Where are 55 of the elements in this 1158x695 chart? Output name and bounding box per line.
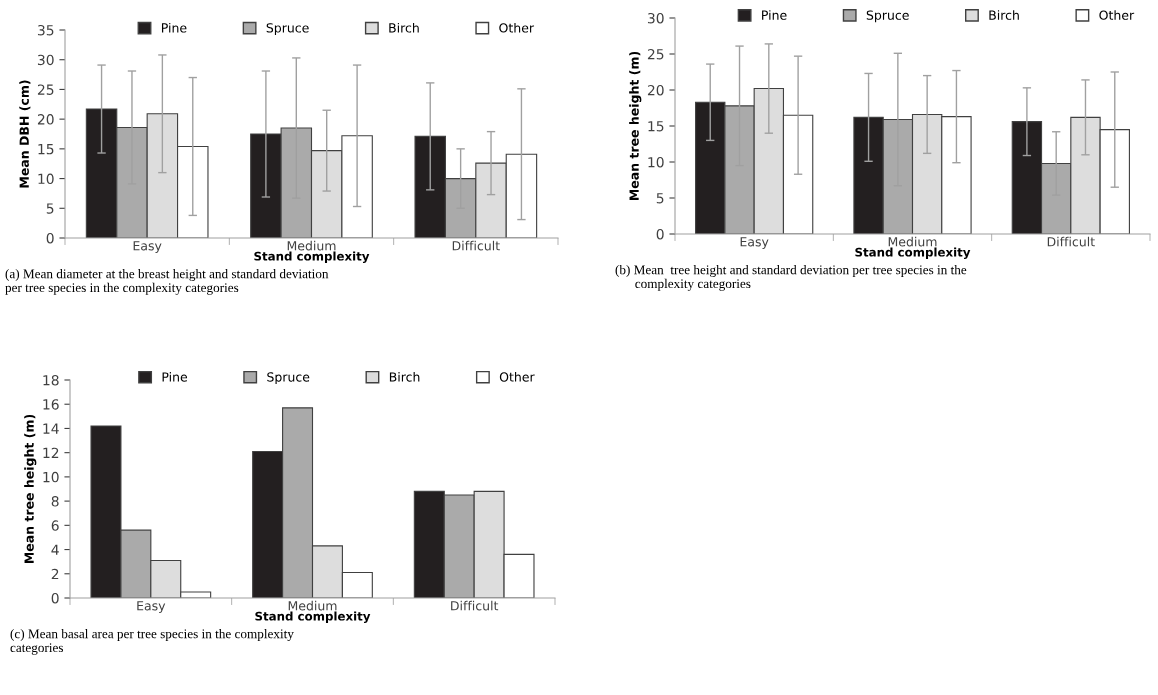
y-tick-label: 12 bbox=[43, 447, 59, 458]
legend-label: Pine bbox=[762, 10, 787, 20]
y-tick-label: 25 bbox=[37, 84, 54, 95]
y-tick-label: 16 bbox=[43, 399, 59, 410]
y-axis-title: Mean tree height (m) bbox=[24, 414, 37, 564]
y-tick-label: 4 bbox=[51, 544, 59, 555]
x-tick-label: Easy bbox=[137, 601, 166, 613]
x-tick-label: Difficult bbox=[451, 600, 499, 611]
legend-label: Other bbox=[499, 372, 535, 382]
y-tick-label: 10 bbox=[38, 173, 54, 185]
x-tick-label: Difficult bbox=[452, 240, 500, 251]
text: (c) Mean basal area per tree species in the complexity categories bbox=[10, 629, 294, 655]
legend-label: Spruce bbox=[866, 10, 909, 23]
x-tick-label: Easy bbox=[133, 241, 162, 253]
legend-label: Birch bbox=[389, 372, 420, 382]
y-tick-label: 5 bbox=[46, 203, 54, 214]
x-axis-title: Stand complexity bbox=[255, 611, 371, 623]
y-axis-title: Mean tree height (m) bbox=[629, 51, 642, 201]
y-tick-label: 20 bbox=[647, 84, 664, 96]
y-tick-label: 18 bbox=[43, 374, 59, 386]
y-tick-label: 2 bbox=[51, 568, 59, 580]
y-tick-label: 15 bbox=[38, 144, 54, 155]
y-tick-label: 6 bbox=[51, 520, 59, 531]
y-tick-label: 0 bbox=[51, 592, 59, 604]
x-axis-title: Stand complexity bbox=[855, 247, 971, 259]
y-tick-label: 14 bbox=[43, 423, 59, 434]
y-tick-label: 5 bbox=[656, 193, 664, 204]
y-tick-label: 8 bbox=[51, 496, 59, 507]
legend-label: Pine bbox=[161, 22, 187, 33]
y-tick-label: 20 bbox=[37, 114, 54, 125]
y-tick-label: 30 bbox=[647, 12, 664, 24]
legend-label: Other bbox=[499, 22, 535, 33]
legend-label: Pine bbox=[162, 372, 188, 382]
x-tick-label: Medium bbox=[288, 600, 337, 611]
y-tick-label: 0 bbox=[46, 232, 54, 244]
y-tick-label: 10 bbox=[648, 156, 664, 168]
y-tick-label: 25 bbox=[647, 48, 664, 60]
x-tick-label: Difficult bbox=[1047, 236, 1095, 247]
text: (a) Mean diameter at the breast height and standard deviation per tree species in the complexity categories bbox=[5, 269, 329, 295]
y-axis-title: Mean DBH (cm) bbox=[19, 80, 31, 188]
legend-label: Other bbox=[1099, 10, 1135, 20]
x-tick-label: Medium bbox=[287, 240, 336, 251]
y-tick-label: 30 bbox=[37, 54, 54, 66]
y-tick-label: 15 bbox=[648, 121, 664, 132]
text: (b) Mean tree height and standard deviation per tree species in the complexity categories bbox=[615, 265, 967, 291]
legend-label: Birch bbox=[989, 10, 1019, 20]
y-tick-label: 0 bbox=[656, 228, 664, 240]
legend-label: Birch bbox=[389, 22, 419, 33]
y-tick-label: 35 bbox=[37, 24, 54, 36]
x-tick-label: Easy bbox=[740, 237, 769, 249]
x-axis-title: Stand complexity bbox=[254, 251, 370, 263]
y-tick-label: 10 bbox=[43, 471, 59, 483]
x-tick-label: Medium bbox=[888, 236, 937, 247]
legend-label: Spruce bbox=[266, 23, 309, 35]
legend-label: Spruce bbox=[267, 372, 310, 385]
